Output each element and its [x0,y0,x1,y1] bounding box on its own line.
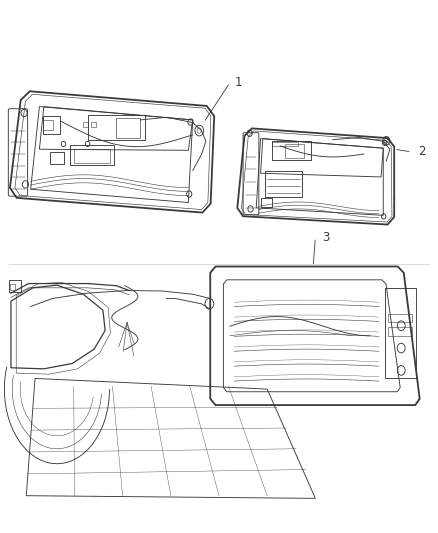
Bar [10,284,15,290]
Bar [116,118,140,138]
Bar [91,122,96,127]
Bar [50,152,64,164]
Bar [43,120,53,130]
Bar [265,171,302,197]
Text: 2: 2 [418,146,426,158]
Bar [74,149,110,163]
Bar [261,198,272,207]
Bar [385,288,416,378]
Bar [88,115,145,140]
Bar [285,144,304,158]
Bar [9,280,21,292]
Text: 1: 1 [234,76,242,89]
Bar [70,145,114,165]
Bar [388,314,412,322]
Bar [272,142,298,146]
Bar [272,141,311,160]
Bar [388,327,412,336]
Text: 3: 3 [322,231,329,244]
Bar [43,116,60,134]
Bar [83,122,88,127]
